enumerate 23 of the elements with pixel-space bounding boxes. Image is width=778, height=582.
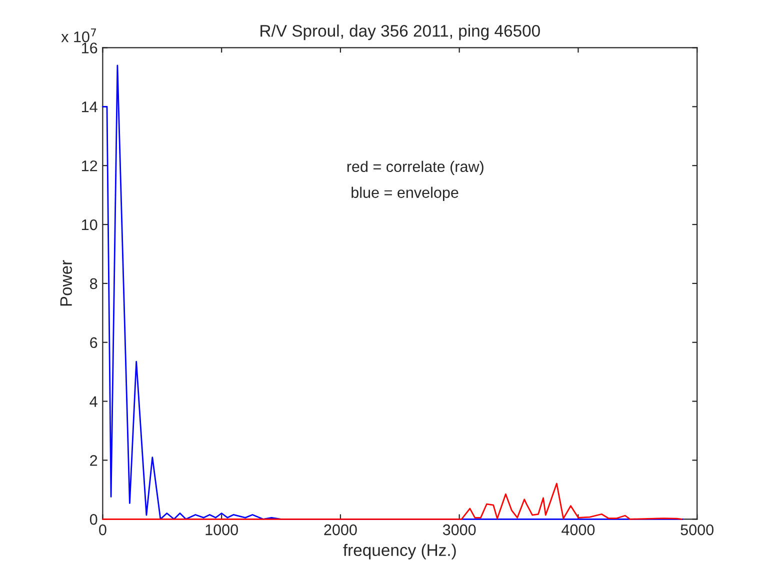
- chart-title: R/V Sproul, day 356 2011, ping 46500: [260, 24, 540, 40]
- annotation: red = correlate (raw): [347, 160, 484, 176]
- y-tick-label: 6: [90, 337, 98, 348]
- line-series: [102, 482, 682, 520]
- x-tick-label: 0: [99, 524, 106, 536]
- y-tick-label: 12: [82, 160, 98, 172]
- x-tick-label: 5000: [680, 524, 714, 536]
- y-tick-label: 0: [90, 514, 98, 525]
- y-tick-label: 10: [82, 219, 98, 230]
- y-tick-label: 16: [82, 42, 98, 54]
- x-tick-label: 1000: [206, 524, 238, 536]
- y-axis-title: Power: [60, 260, 72, 306]
- x-tick-label: 2000: [324, 524, 357, 536]
- x-axis-title: frequency (Hz.): [343, 544, 456, 560]
- y-tick-label: 4: [90, 396, 98, 407]
- line-series: [102, 64, 684, 520]
- y-tick-label: 14: [82, 102, 98, 112]
- y-tick-label: 8: [90, 278, 98, 290]
- y-tick-label: 2: [90, 455, 98, 466]
- annotation: blue = envelope: [352, 186, 458, 201]
- text: x 10$^{7}$: [61, 28, 96, 42]
- x-tick-label: 3000: [442, 524, 476, 536]
- x-tick-label: 4000: [562, 524, 595, 536]
